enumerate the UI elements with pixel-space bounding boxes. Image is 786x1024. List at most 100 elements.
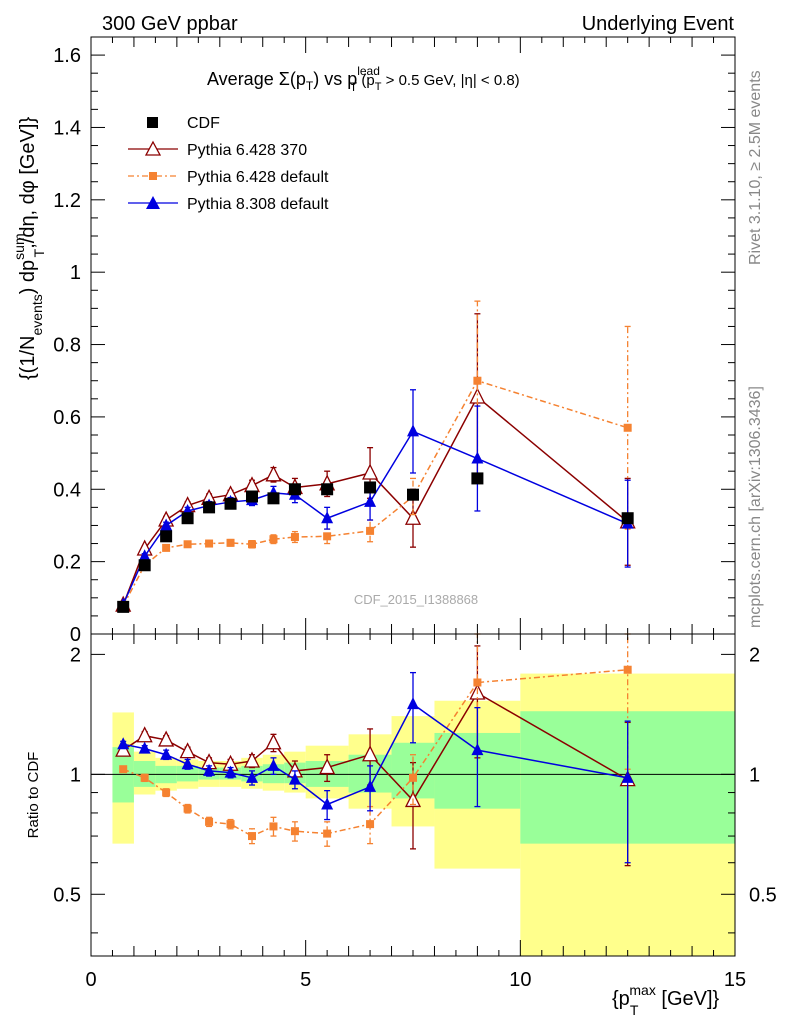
ratio-y-tick-label-right: 1	[749, 764, 760, 786]
main-plot-panel: 0 0.2 0.4 0.6 0.8 1 1.2 1.4 1.6 Average Σ(pT) vs…	[11, 36, 736, 646]
point-pythia-6-428-default	[473, 678, 482, 687]
main-y-tick-label: 1.2	[53, 190, 81, 212]
point-cdf	[224, 497, 237, 510]
legend-label-cdf: CDF	[187, 115, 220, 132]
legend-label-pythia8-default: Pythia 8.308 default	[187, 196, 329, 213]
point-pythia-6-428-default	[226, 538, 235, 547]
point-pythia-6-428-default	[269, 535, 278, 544]
point-pythia-6-428-default	[119, 765, 128, 774]
legend-entry-pythia6-370: Pythia 6.428 370	[128, 140, 307, 159]
legend-marker-pythia6-default	[149, 172, 157, 180]
legend-marker-cdf	[147, 117, 158, 128]
ratio-y-tick-label-right: 2	[749, 644, 760, 666]
point-pythia-6-428-370	[243, 751, 261, 768]
point-pythia-8-308-default	[224, 765, 237, 778]
main-y-tick-label: 1.6	[53, 45, 81, 67]
point-pythia-6-428-370	[136, 726, 153, 743]
point-pythia-6-428-default	[409, 773, 417, 782]
main-y-tick-label: 0.2	[53, 552, 81, 574]
legend: CDF Pythia 6.428 370 Pythia 6.428 defaul…	[128, 115, 329, 213]
main-y-tick-label: 0.6	[53, 407, 81, 429]
main-y-tick-label: 1	[70, 262, 81, 284]
ratio-x-ticks: 0 5 10 15	[85, 634, 746, 991]
series-cdf	[117, 472, 634, 613]
ratio-y-tick-label: 1	[70, 764, 81, 786]
main-x-ticks	[90, 37, 736, 634]
main-y-tick-label: 0	[70, 624, 81, 646]
main-y-tick-label: 0.8	[53, 335, 81, 357]
legend-entry-pythia6-default: Pythia 6.428 default	[128, 169, 329, 186]
x-tick-label: 5	[300, 969, 311, 991]
main-y-tick-label: 0.4	[53, 479, 81, 501]
point-pythia-6-428-default	[623, 665, 632, 674]
point-pythia-8-308-default	[138, 549, 151, 562]
legend-entry-cdf: CDF	[147, 115, 220, 132]
legend-entry-pythia8-default: Pythia 8.308 default	[128, 196, 329, 213]
point-pythia-8-308-default	[364, 494, 377, 507]
point-pythia-8-308-default	[364, 779, 377, 792]
point-pythia-8-308-default	[267, 758, 280, 771]
point-pythia-6-428-default	[248, 832, 256, 841]
point-pythia-6-428-default	[205, 539, 214, 548]
point-cdf	[138, 559, 151, 572]
point-cdf	[267, 492, 280, 505]
plot-title: Average Σ(pT) vs plead T (pT > 0.5 GeV, |…	[207, 64, 520, 94]
point-pythia-6-428-370	[362, 463, 379, 480]
point-pythia-8-308-default	[471, 451, 484, 464]
ratio-y-ticks: 0.5 0.5 1 1 2 2	[53, 644, 777, 934]
point-pythia-6-428-default	[183, 804, 192, 813]
point-pythia-6-428-default	[323, 829, 332, 838]
point-cdf	[203, 501, 216, 514]
point-pythia-8-308-default	[203, 763, 216, 776]
point-pythia-8-308-default	[160, 747, 173, 760]
legend-marker-pythia6-370	[144, 140, 162, 156]
point-cdf	[471, 472, 484, 485]
x-tick-label: 10	[509, 969, 531, 991]
header-right: Underlying Event	[582, 13, 735, 35]
rivet-side-label: Rivet 3.1.10, ≥ 2.5M events	[747, 70, 764, 265]
point-pythia-6-428-default	[623, 423, 632, 432]
point-pythia-8-308-default	[138, 741, 151, 754]
point-pythia-6-428-370	[404, 508, 422, 525]
point-pythia-6-428-default	[248, 540, 256, 549]
point-pythia-6-428-default	[162, 788, 171, 797]
x-axis-label: {pTmax [GeV]}	[612, 982, 720, 1018]
point-cdf	[407, 488, 419, 501]
point-pythia-8-308-default	[181, 757, 194, 770]
main-y-ticks: 0 0.2 0.4 0.6 0.8 1 1.2 1.4 1.6	[53, 45, 735, 646]
ratio-y-tick-label: 2	[70, 644, 81, 666]
mcplots-side-label: mcplots.cern.ch [arXiv:1306.3436]	[747, 386, 764, 628]
series-pythia-6-428-370	[115, 313, 636, 612]
line-pythia-8-308-default	[122, 430, 628, 605]
analysis-watermark: CDF_2015_I1388868	[354, 592, 478, 607]
legend-label-pythia6-default: Pythia 6.428 default	[187, 169, 329, 186]
point-cdf	[321, 483, 334, 496]
point-pythia-6-428-default	[269, 822, 278, 831]
point-pythia-6-428-370	[265, 465, 282, 482]
x-tick-label: 0	[85, 969, 96, 991]
point-pythia-6-428-370	[265, 733, 282, 750]
main-y-tick-label: 1.4	[53, 117, 81, 139]
point-cdf	[621, 512, 634, 525]
ratio-plot-panel: 0.5 0.5 1 1 2 2 0 5 10 15 Ratio to CDF {pTmax [G…	[25, 633, 777, 1018]
legend-label-pythia6-370: Pythia 6.428 370	[187, 142, 307, 159]
point-pythia-6-428-default	[290, 533, 299, 542]
point-pythia-8-308-default	[407, 424, 419, 437]
ratio-series-layer	[115, 633, 636, 867]
point-pythia-8-308-default	[471, 743, 484, 756]
point-pythia-8-308-default	[321, 511, 334, 524]
line-pythia-6-428-370	[122, 395, 629, 606]
point-pythia-6-428-370	[362, 745, 379, 762]
point-pythia-6-428-370	[319, 758, 336, 775]
point-pythia-6-428-default	[290, 827, 299, 836]
point-pythia-8-308-default	[160, 518, 173, 531]
band-green	[176, 765, 199, 782]
line-pythia-6-428-default	[122, 379, 628, 607]
point-pythia-6-428-default	[205, 817, 214, 826]
point-pythia-6-428-default	[323, 532, 332, 541]
point-cdf	[364, 481, 377, 494]
point-cdf	[160, 530, 173, 543]
point-pythia-6-428-default	[366, 526, 375, 535]
point-cdf	[246, 490, 258, 503]
